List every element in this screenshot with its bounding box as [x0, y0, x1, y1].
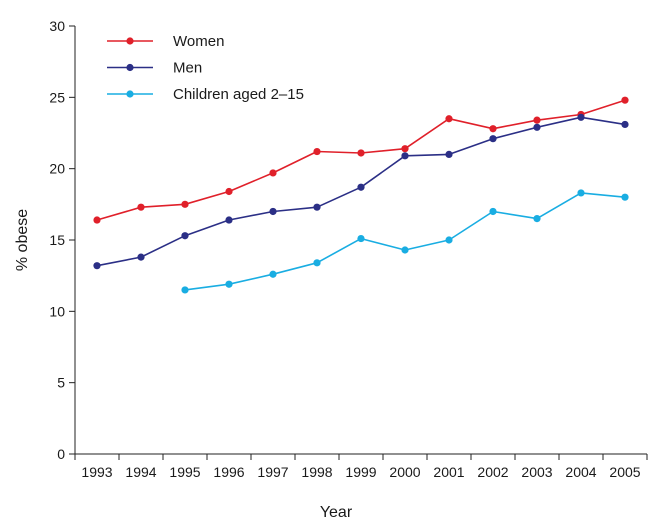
data-point	[181, 200, 189, 208]
legend-label: Women	[173, 33, 224, 50]
data-point	[225, 280, 233, 288]
series-line	[184, 192, 626, 291]
x-tick-label: 2005	[609, 464, 640, 480]
y-tick-label: 10	[49, 303, 65, 319]
data-point	[269, 270, 277, 278]
series-layer	[93, 96, 629, 294]
x-tick-label: 1996	[213, 464, 244, 480]
y-tick-label: 0	[57, 446, 65, 462]
data-point	[313, 203, 321, 211]
legend-item: Children aged 2–15	[107, 86, 304, 103]
legend-label: Children aged 2–15	[173, 86, 304, 103]
x-tick-label: 2000	[389, 464, 420, 480]
x-tick-label: 1994	[125, 464, 156, 480]
data-point	[621, 96, 629, 104]
data-point	[137, 253, 145, 261]
series-0	[93, 96, 629, 224]
x-tick-label: 2004	[565, 464, 596, 480]
series-2	[181, 189, 629, 294]
data-point	[93, 216, 101, 224]
x-tick-label: 2002	[477, 464, 508, 480]
data-point	[533, 215, 541, 223]
data-point	[577, 113, 585, 121]
data-point	[225, 216, 233, 224]
x-tick-label: 2003	[521, 464, 552, 480]
legend-item: Women	[107, 33, 224, 50]
legend-swatch-marker	[126, 90, 134, 98]
data-point	[445, 236, 453, 244]
y-tick-label: 5	[57, 375, 65, 391]
x-tick-label: 1995	[169, 464, 200, 480]
data-point	[313, 147, 321, 156]
data-point	[313, 259, 321, 267]
x-tick-label: 1998	[301, 464, 332, 480]
series-1	[93, 113, 629, 270]
data-point	[269, 169, 277, 177]
data-point	[225, 187, 233, 196]
data-point	[489, 135, 497, 143]
x-axis-ticks: 1993 1994 1995 1996 1997 1998 1999 2000 2001 2002…	[74, 454, 648, 480]
legend: Women Men Children aged 2–15	[107, 33, 304, 103]
legend-label: Men	[173, 60, 202, 77]
data-point	[621, 120, 629, 129]
series-line	[96, 99, 626, 221]
data-point	[269, 207, 277, 216]
data-point	[357, 234, 365, 243]
x-tick-label: 2001	[433, 464, 464, 480]
y-tick-label: 25	[49, 89, 65, 105]
data-point	[533, 123, 541, 131]
data-point	[357, 149, 365, 157]
data-point	[445, 150, 453, 158]
data-point	[489, 207, 497, 216]
data-point	[621, 193, 629, 201]
data-point	[489, 125, 497, 133]
x-tick-label: 1999	[345, 464, 376, 480]
data-point	[445, 115, 453, 123]
data-point	[401, 246, 409, 254]
y-tick-label: 30	[49, 18, 65, 34]
data-point	[533, 116, 541, 124]
data-point	[93, 262, 101, 270]
x-tick-label: 1997	[257, 464, 288, 480]
x-tick-label: 1993	[81, 464, 112, 480]
data-point	[181, 232, 189, 240]
y-tick-label: 20	[49, 161, 65, 177]
data-point	[401, 145, 409, 153]
series-line	[96, 116, 626, 267]
data-point	[357, 183, 365, 191]
data-point	[401, 152, 409, 160]
y-tick-label: 15	[49, 232, 65, 248]
legend-swatch-marker	[126, 63, 134, 72]
data-point	[137, 203, 145, 211]
x-axis-label: Year	[320, 504, 353, 521]
data-point	[181, 286, 189, 294]
y-axis-ticks: 0 5 10 15 20 25 30	[49, 18, 75, 462]
y-axis-label: % obese	[14, 209, 31, 271]
legend-swatch-marker	[126, 37, 134, 45]
data-point	[577, 189, 585, 197]
legend-item: Men	[107, 60, 202, 77]
